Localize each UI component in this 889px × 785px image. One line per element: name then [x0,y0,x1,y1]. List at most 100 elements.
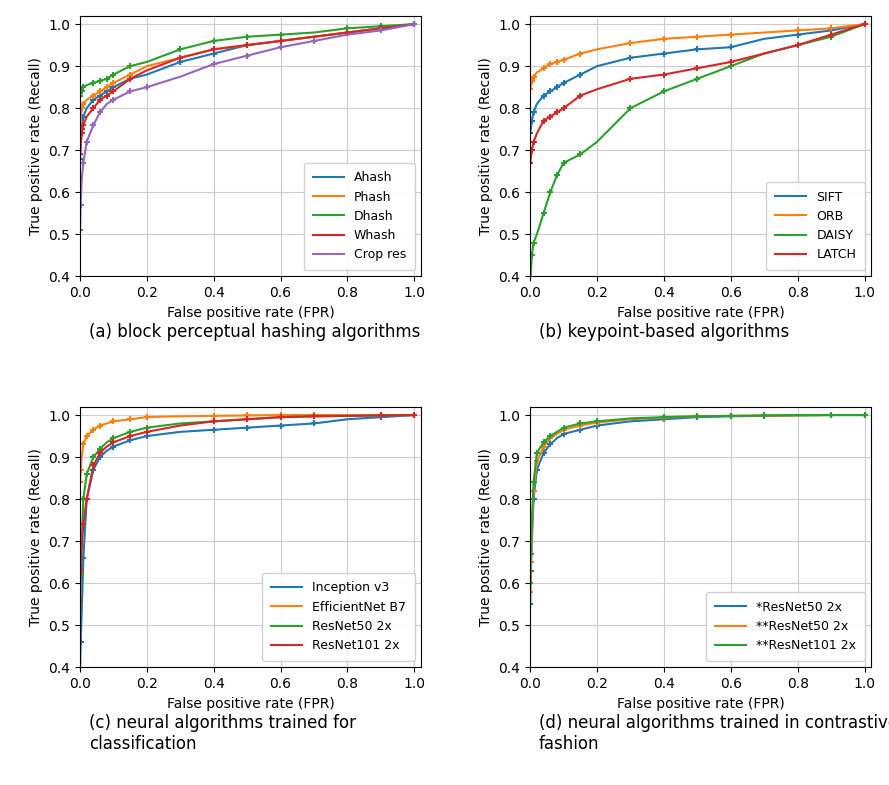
ResNet101 2x [108,438,119,447]
Phash [124,70,135,79]
Inception v3 [175,427,186,436]
Text: (c) neural algorithms trained for
classification: (c) neural algorithms trained for classi… [89,714,356,753]
Dhash [78,82,89,92]
**ResNet50 2x [551,429,562,439]
EfficientNet B7 [88,425,99,434]
Dhash [88,78,99,88]
ResNet101 2x [82,495,92,504]
Crop res [124,86,135,96]
SIFT [826,26,837,35]
*ResNet50 2x [659,414,669,424]
Inception v3 [82,495,92,504]
Line: Inception v3: Inception v3 [80,415,414,671]
Crop res [175,72,186,82]
Line: **ResNet50 2x: **ResNet50 2x [530,415,864,592]
LATCH [692,64,702,73]
LATCH [592,85,603,94]
EfficientNet B7 [208,411,219,421]
LATCH [792,40,803,49]
**ResNet50 2x [525,557,536,567]
Crop res [242,51,252,60]
LATCH [526,145,537,155]
*ResNet50 2x [526,536,537,546]
Inception v3 [409,411,420,420]
Inception v3 [88,465,99,474]
LATCH [725,57,736,67]
ResNet101 2x [78,520,89,529]
*ResNet50 2x [792,411,803,420]
ResNet50 2x [88,452,99,462]
LATCH [826,30,837,39]
EfficientNet B7 [276,411,286,420]
ResNet101 2x [375,411,386,420]
**ResNet101 2x [625,414,636,423]
Ahash [175,57,186,67]
Crop res [75,225,85,235]
EfficientNet B7 [76,465,86,474]
DAISY [532,229,542,239]
Phash [76,104,87,113]
ORB [826,24,837,33]
LATCH [558,104,569,113]
ORB [692,32,702,42]
DAISY [725,61,736,71]
LATCH [859,20,869,29]
Y-axis label: True positive rate (Recall): True positive rate (Recall) [479,57,493,235]
Line: Whash: Whash [80,24,414,155]
**ResNet50 2x [526,528,537,538]
ORB [538,64,549,73]
Phash [88,91,99,100]
Y-axis label: True positive rate (Recall): True positive rate (Recall) [28,448,43,626]
ResNet101 2x [208,417,219,426]
**ResNet50 2x [575,421,586,430]
Whash [82,112,92,122]
ResNet50 2x [409,411,420,420]
Crop res [375,26,386,35]
EfficientNet B7 [101,418,112,428]
Line: EfficientNet B7: EfficientNet B7 [80,415,414,482]
Ahash [95,91,106,100]
*ResNet50 2x [692,412,702,422]
Crop res [76,175,87,184]
EfficientNet B7 [409,411,420,420]
Line: LATCH: LATCH [530,24,864,162]
ResNet50 2x [95,444,106,454]
X-axis label: False positive rate (FPR): False positive rate (FPR) [617,305,785,319]
Line: *ResNet50 2x: *ResNet50 2x [530,415,864,604]
EfficientNet B7 [76,452,87,462]
Whash [208,45,219,54]
ResNet50 2x [76,541,87,550]
*ResNet50 2x [545,440,556,449]
Line: **ResNet101 2x: **ResNet101 2x [530,415,864,583]
Inception v3 [95,452,106,462]
Phash [82,95,92,104]
Ahash [82,104,92,113]
Inception v3 [141,431,152,440]
DAISY [826,32,837,42]
LATCH [525,158,535,167]
Inception v3 [124,436,135,445]
ResNet50 2x [208,417,219,426]
Phash [175,53,186,63]
ORB [528,72,539,82]
Dhash [375,21,386,31]
DAISY [659,86,669,96]
Inception v3 [78,553,89,563]
**ResNet50 2x [859,411,869,420]
Ahash [409,20,420,29]
Phash [208,45,219,54]
Dhash [82,80,92,89]
Phash [375,24,386,33]
Whash [124,74,135,83]
SIFT [551,82,562,92]
Phash [409,20,420,29]
EfficientNet B7 [141,412,152,422]
ResNet50 2x [375,411,386,420]
Phash [108,78,119,88]
Dhash [108,70,119,79]
Ahash [76,125,87,134]
Whash [101,91,112,100]
Whash [342,27,353,37]
LATCH [759,49,770,58]
DAISY [692,74,702,83]
